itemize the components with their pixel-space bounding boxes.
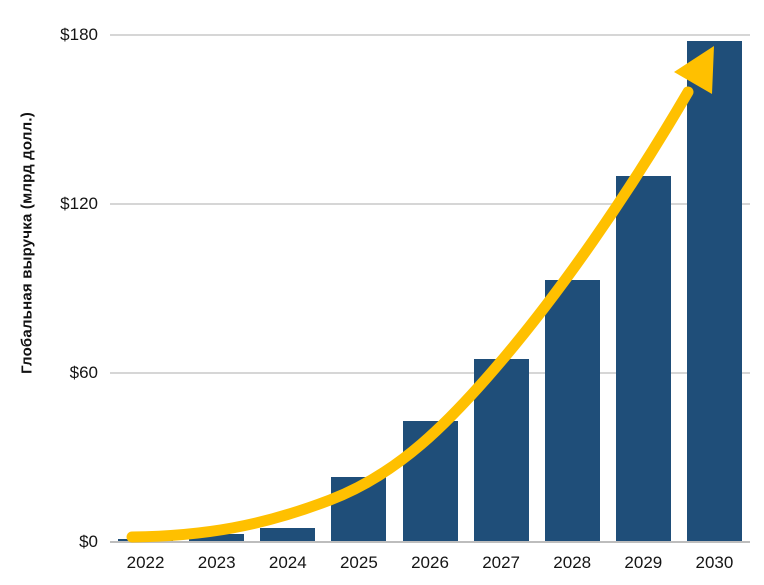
bar-2029 bbox=[615, 175, 671, 542]
gridline bbox=[110, 34, 750, 36]
y-tick-label: $0 bbox=[79, 532, 98, 551]
y-tick-label: $120 bbox=[60, 194, 98, 213]
bar-2024 bbox=[260, 527, 316, 542]
bar-2028 bbox=[544, 280, 600, 542]
y-axis-title: Глобальная выручка (млрд долл.) bbox=[18, 112, 36, 374]
x-tick-label-2028: 2028 bbox=[553, 553, 592, 572]
x-tick-label-2023: 2023 bbox=[197, 553, 236, 572]
x-tick-label-2030: 2030 bbox=[695, 553, 734, 572]
x-axis-line bbox=[110, 541, 750, 543]
bar-2030 bbox=[686, 40, 742, 542]
x-tick-label-2024: 2024 bbox=[268, 553, 307, 572]
x-tick-label-2025: 2025 bbox=[339, 553, 378, 572]
bar-2025 bbox=[331, 477, 387, 542]
x-tick-label-2026: 2026 bbox=[411, 553, 449, 572]
x-tick-label-2027: 2027 bbox=[482, 553, 521, 572]
y-tick-label: $60 bbox=[69, 363, 98, 382]
bar-2026 bbox=[402, 420, 458, 542]
x-tick-label-2029: 2029 bbox=[624, 553, 663, 572]
x-tick-label-2022: 2022 bbox=[126, 553, 165, 572]
y-tick-label: $180 bbox=[60, 25, 98, 44]
bar-2027 bbox=[473, 358, 529, 542]
